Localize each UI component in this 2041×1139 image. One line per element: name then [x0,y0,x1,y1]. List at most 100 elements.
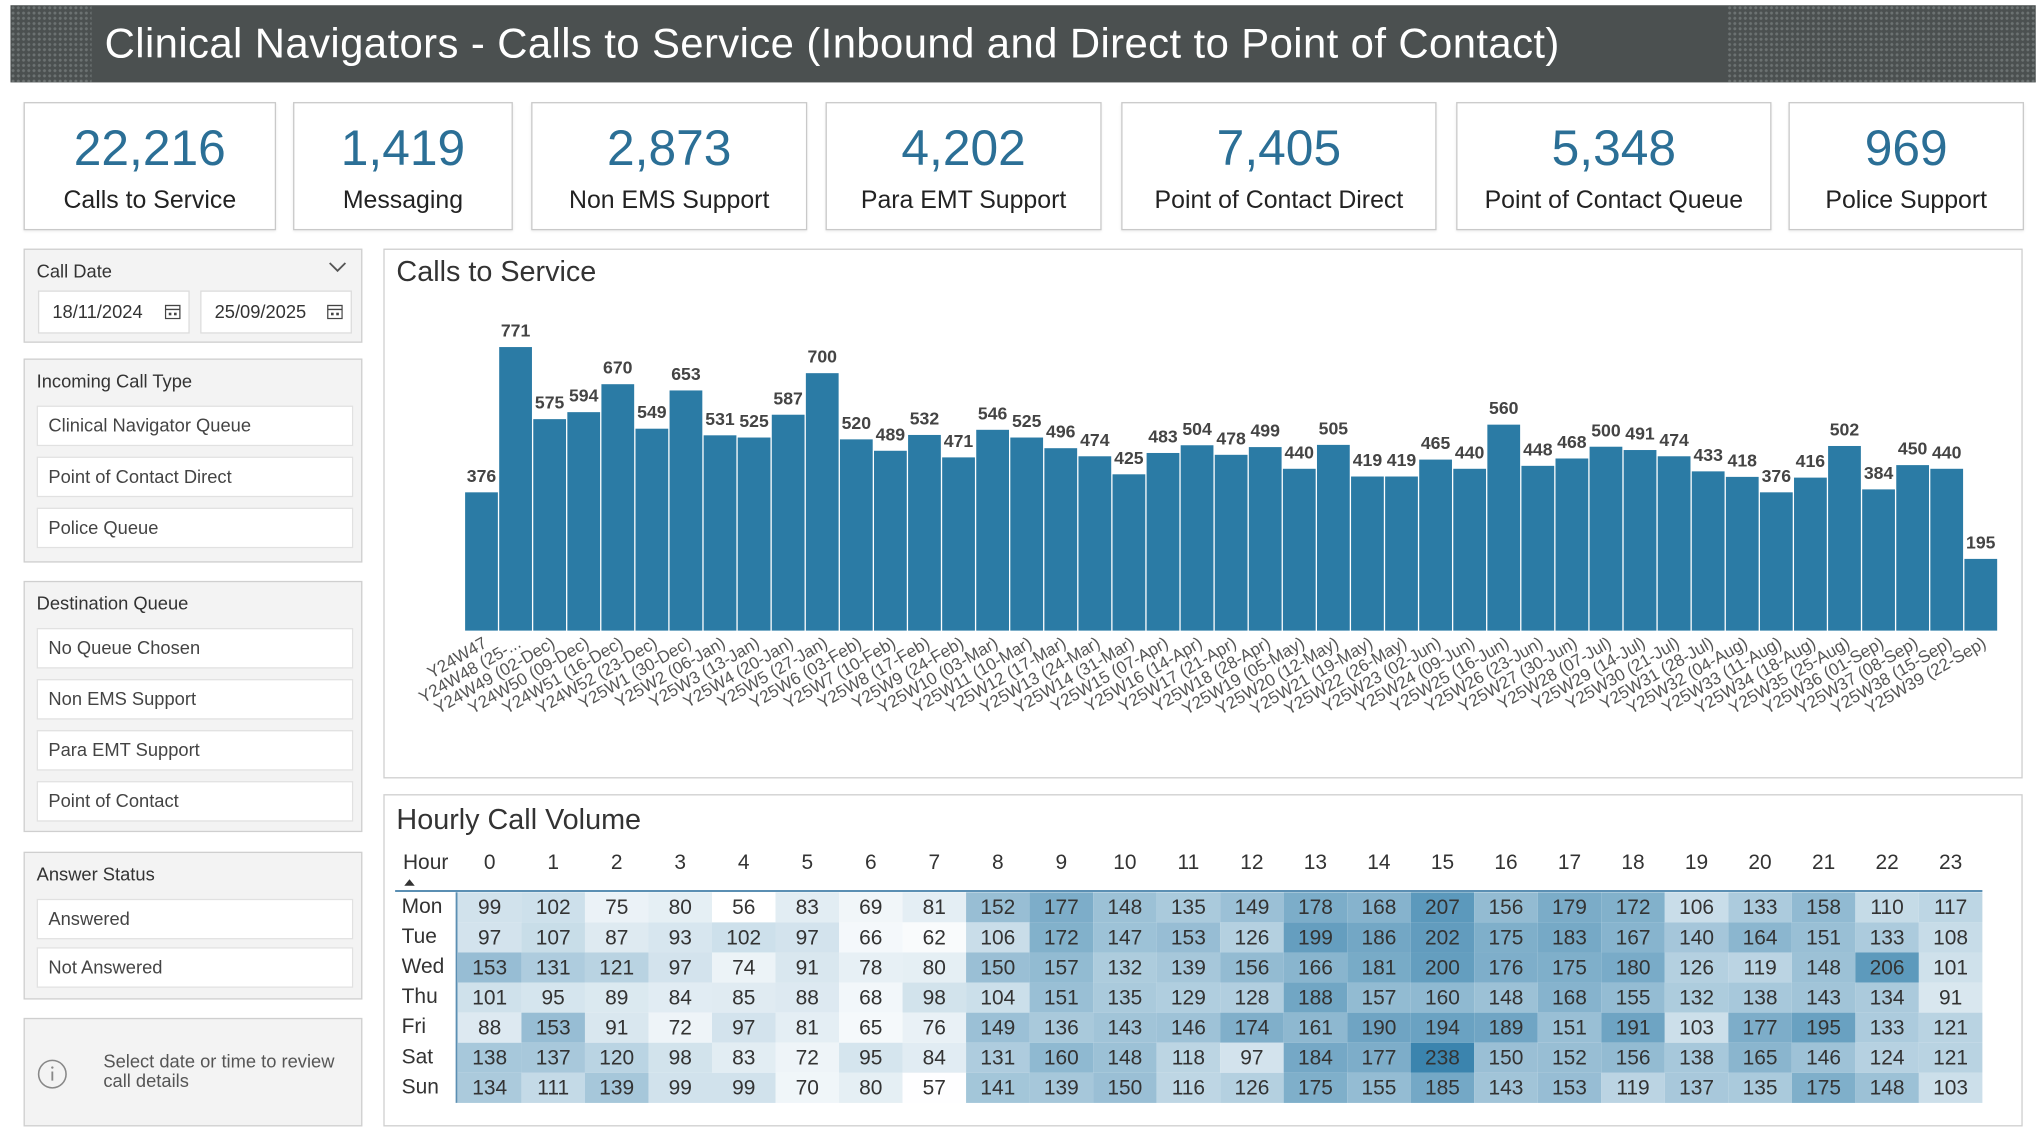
heat-cell [775,952,840,983]
cell-value: 138 [1679,1047,1714,1070]
cell-value: 143 [1806,986,1841,1009]
heat-cell [584,1012,649,1043]
cell-value: 116 [1172,1077,1205,1100]
cell-value: 97 [478,926,501,949]
end-date[interactable]: 25/09/2025 [200,290,352,334]
row-header: Fri [402,1015,426,1038]
info-box [23,1017,363,1127]
kpi-value: 4,202 [901,121,1026,177]
data-label: 502 [1830,420,1860,440]
sort-indicator [404,879,415,886]
data-label: 440 [1932,442,1962,462]
bar [601,384,635,631]
column-header: 7 [928,851,940,874]
cell-value: 91 [605,1017,628,1040]
heat-cell [711,892,776,923]
heat-cell [1474,982,1538,1013]
heat-cell [1347,982,1411,1013]
start-date[interactable]: 18/11/2024 [37,290,190,334]
bar [1385,476,1418,631]
bar [465,492,498,631]
heat-cell [839,892,903,923]
column-header: 2 [611,851,623,874]
heat-cell [1601,952,1665,983]
cell-value: 166 [1298,956,1333,979]
bar [669,390,703,631]
column-header: 15 [1431,851,1454,874]
heat-cell [1220,1042,1284,1073]
cell-value: 152 [1552,1047,1587,1070]
dropdown-chevron[interactable] [328,260,347,273]
cell-value: 168 [1552,986,1587,1009]
column-header: 13 [1304,851,1327,874]
slicer-item[interactable]: Answered [36,898,354,940]
cell-value: 83 [732,1047,755,1070]
row-header: Thu [402,985,438,1008]
cell-value: 137 [1679,1077,1714,1100]
kpi-label: Para EMT Support [860,187,1067,215]
bar [1010,437,1044,631]
bar [635,428,669,631]
cell-value: 149 [1234,896,1269,919]
bar [1351,476,1384,631]
slicer-title: Destination Queue [36,592,189,614]
data-label: 531 [705,409,735,429]
heat-cell [1410,1072,1475,1103]
cell-value: 156 [1234,956,1269,979]
heat-cell [966,1072,1030,1103]
data-label: 450 [1898,439,1928,459]
slicer-item[interactable]: Point of Contact Direct [36,456,354,498]
heat-cell [1664,892,1729,923]
slicer-item[interactable]: Police Queue [36,507,354,549]
slicer-item[interactable]: Not Answered [36,947,354,988]
cell-value: 68 [859,986,882,1009]
heat-cell [902,1012,967,1043]
heat-cell [1283,982,1348,1013]
cell-value: 121 [1933,1047,1968,1070]
kpi-label: Point of Contact Queue [1484,187,1744,215]
data-label: 670 [603,358,633,378]
column-header: 18 [1621,851,1644,874]
slicer-item[interactable]: Non EMS Support [36,679,354,720]
slicer-item[interactable]: Clinical Navigator Queue [36,405,354,447]
heat-cell [1918,952,1983,983]
header-bar: Clinical Navigators - Calls to Service (… [10,5,2036,83]
cell-value: 175 [1552,956,1587,979]
cell-value: 103 [1679,1017,1714,1040]
cell-value: 134 [472,1077,507,1100]
cell-value: 147 [1107,926,1142,949]
slicer-title: Incoming Call Type [36,370,193,392]
slicer-item[interactable]: Para EMT Support [36,730,354,771]
heat-cell [1156,1042,1221,1073]
heat-cell [1283,952,1348,983]
heat-cell [1791,1042,1856,1073]
cell-value: 57 [923,1077,946,1100]
heat-cell [457,982,522,1013]
heat-cell [457,892,522,923]
heat-cell [1156,892,1221,923]
data-label: 771 [501,321,531,341]
heat-cell [966,922,1030,953]
cell-value: 133 [1743,896,1778,919]
slicer-item[interactable]: No Queue Chosen [36,627,354,669]
data-label: 448 [1523,439,1553,459]
cell-value: 72 [796,1047,819,1070]
heat-cell [839,1042,903,1073]
data-label: 700 [808,347,838,367]
heat-cell [1728,982,1792,1013]
column-header: 16 [1494,851,1517,874]
heat-cell [1283,892,1348,923]
cell-value: 160 [1425,986,1460,1009]
cell-value: 186 [1361,926,1396,949]
data-label: 653 [671,364,701,384]
date-slicer[interactable]: Call Date 18/11/2024 25/09/2025 [23,248,363,343]
cell-value: 85 [732,986,755,1009]
cell-value: 66 [859,926,882,949]
bar [942,457,975,631]
bar [1691,471,1725,631]
slicer-item[interactable]: Point of Contact [36,781,354,822]
heat-cell [775,1072,840,1103]
cell-value: 118 [1172,1047,1205,1070]
chart-title: Hourly Call Volume [396,804,641,836]
cell-value: 194 [1425,1017,1460,1040]
